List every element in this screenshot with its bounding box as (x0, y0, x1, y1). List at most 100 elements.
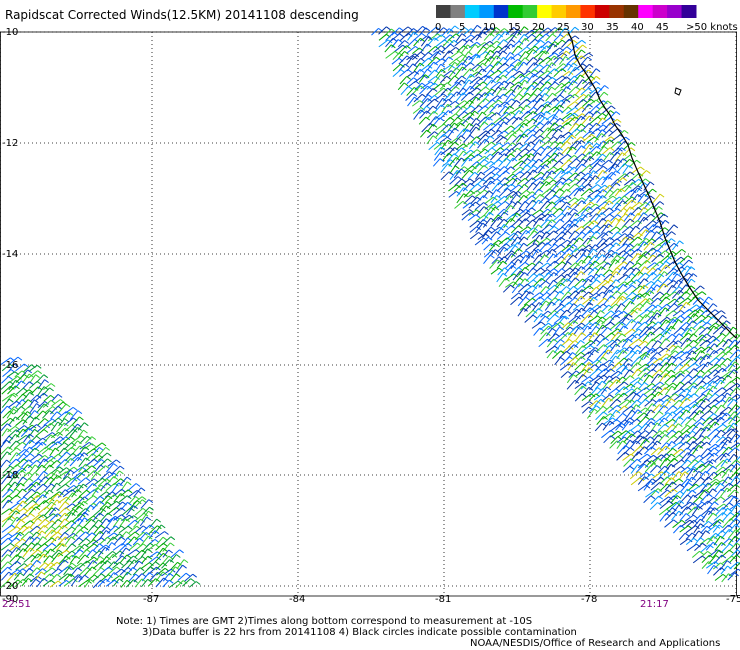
wind-barb (581, 220, 591, 229)
wind-barb-flag (560, 282, 565, 287)
wind-barb (532, 181, 541, 191)
wind-barb (636, 292, 647, 300)
wind-barb-flag (490, 128, 496, 133)
wind-barb-flag (665, 347, 671, 352)
wind-barb-flag (607, 219, 613, 224)
wind-barb-flag (537, 224, 543, 229)
wind-barb (463, 28, 472, 36)
wind-barb (553, 68, 563, 78)
wind-barb-flag (552, 43, 558, 48)
wind-barb (588, 91, 596, 101)
wind-barb-flag (559, 181, 565, 185)
wind-barb-flag (572, 244, 578, 248)
wind-barb (517, 34, 525, 43)
wind-barb (127, 489, 138, 498)
wind-barb-flag (426, 129, 432, 134)
wind-barb (545, 68, 555, 77)
wind-barb (581, 94, 589, 103)
wind-barb (106, 472, 115, 480)
wind-barb (664, 481, 673, 491)
wind-barb (0, 459, 7, 469)
wind-barb-flag (589, 115, 594, 120)
wind-barb (539, 64, 548, 72)
wind-barb-flag (685, 291, 691, 296)
wind-barb (78, 463, 86, 473)
wind-barb-flag (443, 27, 448, 32)
wind-barb-flag (664, 430, 670, 434)
wind-barb-flag (469, 182, 475, 187)
wind-barb-flag (650, 241, 655, 246)
wind-barb (712, 519, 720, 527)
wind-barb (50, 491, 60, 499)
wind-barb-flag (553, 230, 559, 235)
wind-barb (421, 51, 429, 60)
wind-barb-flag (566, 86, 571, 91)
wind-barb-flag (593, 170, 598, 175)
wind-barb-flag (532, 267, 538, 272)
wind-barb-flag (674, 393, 680, 398)
wind-barb (462, 112, 471, 119)
wind-barb (538, 196, 546, 205)
wind-barb (638, 251, 647, 259)
wind-barb (614, 177, 624, 186)
wind-barb (532, 209, 541, 216)
wind-barb (560, 50, 567, 59)
wind-barb-flag (461, 178, 467, 183)
wind-barb-flag (540, 321, 546, 326)
wind-barb (418, 74, 426, 83)
wind-barb (644, 388, 653, 395)
wind-barb-flag (637, 424, 643, 429)
wind-barb (36, 458, 45, 469)
wind-barb (71, 435, 82, 444)
wind-barb (651, 253, 660, 263)
wind-barb-flag (544, 315, 550, 320)
wind-barb-flag (512, 34, 518, 39)
wind-barb (638, 326, 647, 336)
wind-barb (616, 207, 625, 215)
wind-barb-flag (482, 222, 488, 227)
wind-barb (575, 254, 584, 263)
wind-barb (447, 75, 455, 84)
wind-barb-flag (554, 122, 559, 127)
wind-barb (531, 321, 542, 329)
wind-barb (85, 436, 93, 444)
wind-barb (1, 515, 11, 523)
wind-barb-flag (461, 75, 467, 80)
wind-barb (707, 363, 718, 372)
wind-barb (729, 387, 738, 396)
wind-barb-flag (441, 129, 447, 134)
wind-barb-flag (547, 296, 552, 301)
wind-barb (623, 433, 632, 443)
wind-barb (588, 146, 597, 155)
wind-barb (566, 379, 576, 390)
wind-barb (588, 315, 598, 323)
wind-barb (652, 219, 661, 228)
wind-barb (100, 482, 108, 492)
wind-barb-flag (28, 373, 34, 378)
wind-barb-flag (482, 62, 487, 67)
wind-barb (594, 398, 602, 407)
wind-barb-flag (442, 93, 448, 98)
wind-barb-flag (713, 471, 719, 476)
wind-barb (531, 158, 540, 167)
wind-barb-flag (671, 284, 677, 289)
wind-barb (623, 206, 631, 215)
wind-barb-flag (491, 111, 497, 116)
wind-barb-flag (574, 230, 580, 235)
wind-barb (511, 45, 519, 54)
wind-barb (601, 147, 611, 156)
wind-barb (643, 481, 651, 491)
wind-barb-flag (413, 31, 419, 36)
wind-barb (407, 31, 415, 41)
wind-barb-flag (596, 304, 602, 309)
wind-barb-flag (513, 232, 519, 237)
wind-barb-flag (34, 447, 40, 452)
wind-barb (587, 304, 598, 313)
wind-barb (509, 184, 520, 193)
wind-barb (538, 300, 547, 311)
wind-barb (657, 434, 666, 444)
wind-barb-flag (560, 99, 566, 104)
wind-barb (650, 346, 661, 355)
wind-barb (694, 514, 701, 522)
wind-barb (93, 464, 101, 474)
